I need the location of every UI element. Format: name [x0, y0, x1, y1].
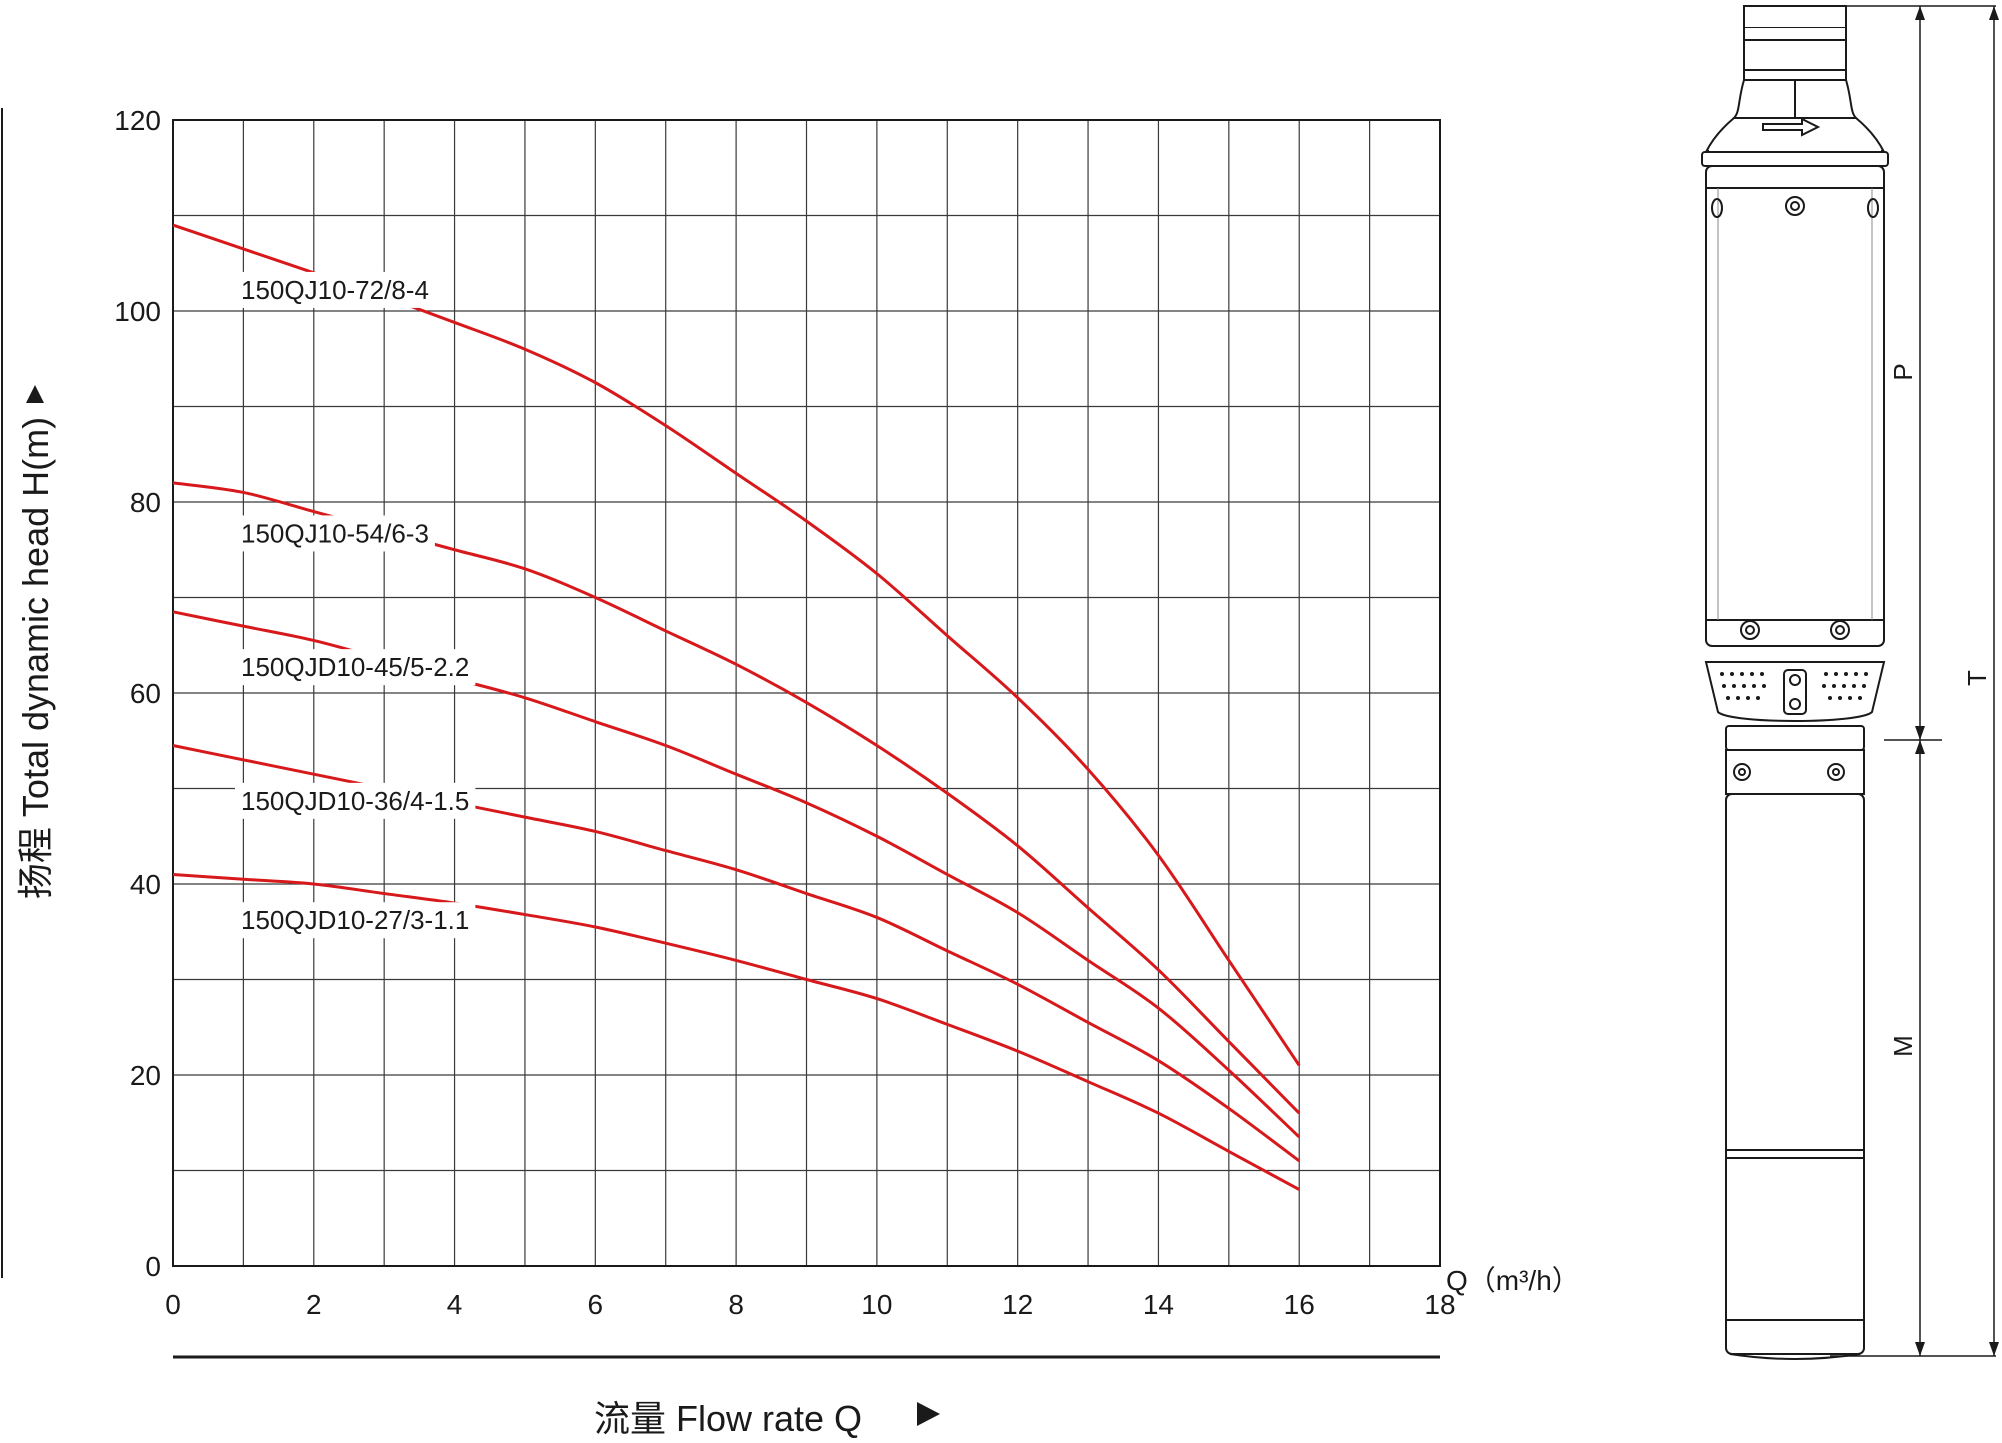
y-tick-label: 80	[130, 487, 161, 518]
x-axis-arrow-icon	[917, 1402, 940, 1426]
curve-label-1: 150QJ10-72/8-4	[235, 271, 435, 308]
plot-area-border	[172, 119, 1441, 1267]
dimension-label-p: P	[1888, 363, 1918, 380]
dimension-lines	[1830, 5, 1999, 1357]
plot-frame	[172, 119, 1441, 1267]
flow-direction-icon	[1762, 117, 1821, 137]
curve-label-2: 150QJ10-54/6-3	[235, 515, 435, 552]
y-tick-label: 0	[145, 1251, 161, 1282]
curve-label-background	[235, 782, 476, 819]
inlet-holes	[1720, 672, 1868, 700]
dimension-label-t: T	[1962, 670, 1992, 686]
y-tick-label: 60	[130, 678, 161, 709]
curve-label-background	[235, 649, 476, 686]
curve-label-3: 150QJD10-45/5-2.2	[235, 649, 476, 686]
x-tick-label: 12	[1002, 1289, 1033, 1320]
x-tick-label: 14	[1143, 1289, 1174, 1320]
x-axis-title: 流量 Flow rate Q	[594, 1398, 862, 1438]
y-tick-label: 120	[114, 105, 161, 136]
y-tick-label: 20	[130, 1060, 161, 1091]
y-tick-labels: 0 20 40 60 80 100 120	[114, 105, 161, 1282]
pump-illustration	[1701, 5, 1889, 1360]
curve-label-text: 150QJD10-45/5-2.2	[241, 652, 469, 682]
x-tick-label: 0	[165, 1289, 181, 1320]
curve-label-background	[235, 515, 435, 552]
y-tick-label: 40	[130, 869, 161, 900]
x-tick-label: 18	[1424, 1289, 1455, 1320]
curve-label-text: 150QJ10-72/8-4	[241, 275, 429, 305]
x-tick-labels: 0 2 4 6 8 10 12 14 16 18	[165, 1289, 1455, 1320]
y-axis-arrow-icon	[26, 385, 44, 403]
x-tick-label: 8	[728, 1289, 744, 1320]
pump-outlet	[1743, 5, 1847, 29]
curve-labels: 150QJ10-72/8-4 150QJ10-54/6-3 150QJD10-45/…	[235, 271, 476, 939]
y-axis-title: 扬程 Total dynamic head H(m)	[15, 417, 56, 899]
dimension-label-m: M	[1888, 1035, 1918, 1057]
curve-label-text: 150QJD10-27/3-1.1	[241, 905, 469, 935]
x-tick-label: 2	[306, 1289, 322, 1320]
pump-motor-coupling	[1725, 725, 1865, 751]
x-tick-label: 10	[861, 1289, 892, 1320]
x-tick-label: 6	[588, 1289, 604, 1320]
curve-label-4: 150QJD10-36/4-1.5	[235, 782, 476, 819]
x-tick-label: 16	[1284, 1289, 1315, 1320]
y-tick-label: 100	[114, 296, 161, 327]
chart-grid	[173, 120, 1440, 1266]
pump-bolt-icon	[1740, 196, 1850, 640]
curve-label-background	[235, 271, 435, 308]
curve-label-background	[235, 902, 476, 939]
curve-label-text: 150QJD10-36/4-1.5	[241, 786, 469, 816]
curve-label-5: 150QJD10-27/3-1.1	[235, 902, 476, 939]
pump-stage-housing	[1705, 165, 1885, 647]
pump-motor-housing	[1725, 793, 1865, 1355]
curve-line-5	[172, 872, 1300, 1191]
curve-label-text: 150QJ10-54/6-3	[241, 518, 429, 548]
x-axis-unit-label: Q（m³/h）	[1446, 1265, 1580, 1296]
x-tick-label: 4	[447, 1289, 463, 1320]
